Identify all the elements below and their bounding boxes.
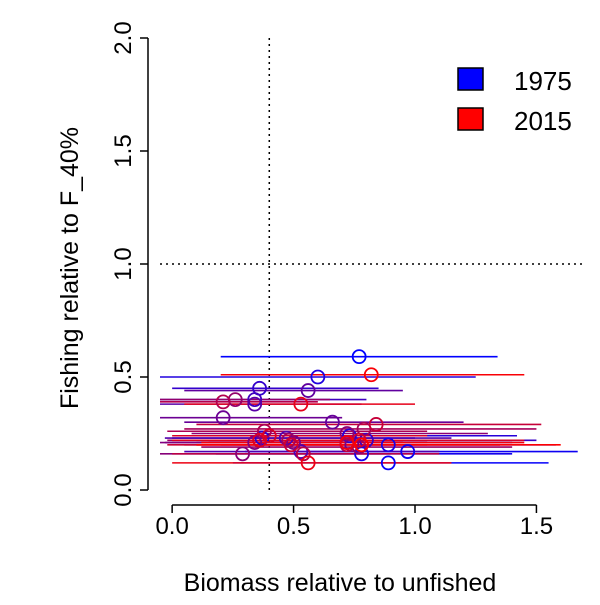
legend-label-1975: 1975 [514,66,572,96]
legend-swatch-2015 [458,108,483,130]
y-tick-label: 2.0 [110,21,137,54]
x-axis-title: Biomass relative to unfished [184,569,497,597]
y-tick-label: 1.0 [110,247,137,280]
x-tick-label: 1.5 [520,513,553,540]
legend: 1975 2015 [458,66,572,136]
x-tick-label: 1.0 [398,513,431,540]
y-tick-label: 0.5 [110,360,137,393]
y-axis-title: Fishing relative to F_40% [56,127,84,409]
x-tick-label: 0.5 [277,513,310,540]
legend-label-2015: 2015 [514,106,572,136]
x-tick-label: 0.0 [155,513,188,540]
y-tick-label: 1.5 [110,134,137,167]
y-tick-label: 0.0 [110,473,137,506]
legend-swatch-1975 [458,68,483,90]
